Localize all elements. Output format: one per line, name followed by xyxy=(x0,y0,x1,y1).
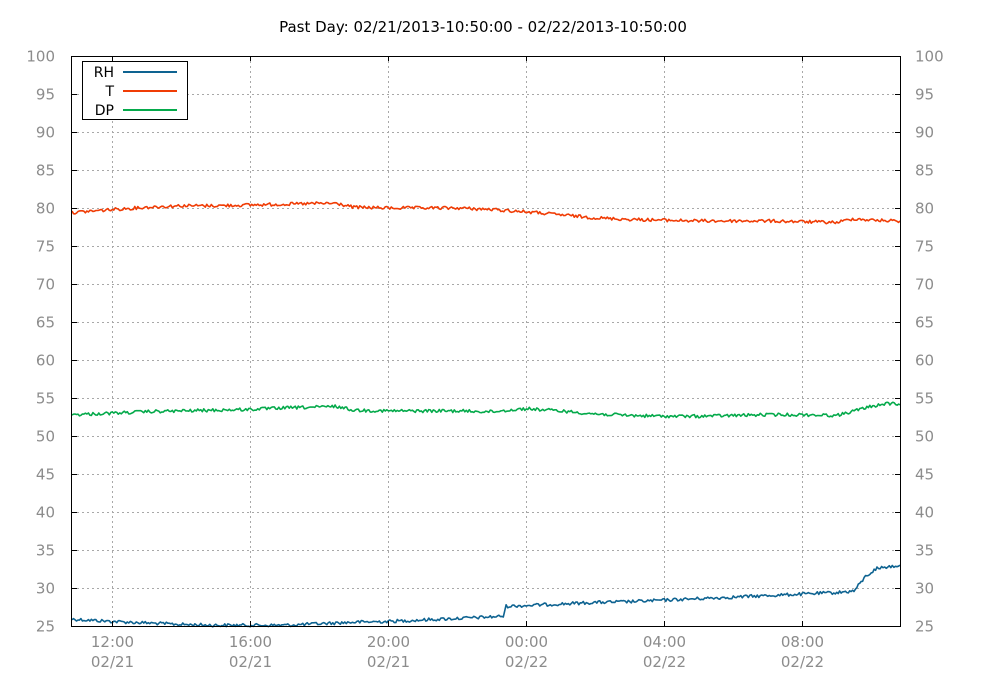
plot-frame xyxy=(71,56,901,627)
legend-label-dp: DP xyxy=(95,103,114,119)
x-tick-label-time: 08:00 xyxy=(781,633,824,651)
series-line-rh xyxy=(71,564,901,628)
y-tick-label-right: 50 xyxy=(915,428,934,446)
y-tick-label-left: 70 xyxy=(36,276,55,294)
x-tick-label-date: 02/22 xyxy=(781,653,824,671)
y-tick-label-right: 70 xyxy=(915,276,934,294)
y-tick-label-right: 100 xyxy=(915,48,944,66)
x-tick-label-time: 20:00 xyxy=(367,633,410,651)
y-tick-label-right: 55 xyxy=(915,390,934,408)
y-tick-label-left: 95 xyxy=(36,86,55,104)
y-tick-label-right: 75 xyxy=(915,238,934,256)
y-tick-label-left: 25 xyxy=(36,618,55,636)
y-tick-label-right: 35 xyxy=(915,542,934,560)
y-tick-label-left: 40 xyxy=(36,504,55,522)
y-tick-label-right: 60 xyxy=(915,352,934,370)
x-tick-label-time: 00:00 xyxy=(505,633,548,651)
x-tick-label-date: 02/22 xyxy=(505,653,548,671)
y-tick-label-right: 90 xyxy=(915,124,934,142)
y-tick-label-left: 85 xyxy=(36,162,55,180)
y-tick-label-right: 25 xyxy=(915,618,934,636)
y-tick-label-left: 45 xyxy=(36,466,55,484)
y-tick-label-left: 65 xyxy=(36,314,55,332)
chart-title: Past Day: 02/21/2013-10:50:00 - 02/22/20… xyxy=(279,18,687,36)
legend: RH T DP xyxy=(82,61,188,120)
y-tick-label-left: 30 xyxy=(36,580,55,598)
y-tick-label-left: 35 xyxy=(36,542,55,560)
y-tick-label-right: 45 xyxy=(915,466,934,484)
series-line-t xyxy=(71,201,901,225)
x-tick-label-date: 02/21 xyxy=(229,653,272,671)
y-tick-label-right: 40 xyxy=(915,504,934,522)
x-tick-label-time: 04:00 xyxy=(643,633,686,651)
y-tick-label-left: 55 xyxy=(36,390,55,408)
series-line-dp xyxy=(71,401,901,419)
y-tick-label-left: 50 xyxy=(36,428,55,446)
y-tick-label-right: 30 xyxy=(915,580,934,598)
x-tick-label-date: 02/21 xyxy=(367,653,410,671)
y-tick-label-right: 65 xyxy=(915,314,934,332)
y-tick-label-left: 100 xyxy=(26,48,55,66)
series-lines xyxy=(71,201,901,628)
legend-label-rh: RH xyxy=(94,65,114,81)
y-tick-label-right: 85 xyxy=(915,162,934,180)
grid-lines xyxy=(72,56,900,626)
y-tick-label-right: 95 xyxy=(915,86,934,104)
legend-label-t: T xyxy=(104,84,114,100)
axis-ticks: 100 100 95 95 90 90 85 85 80 80 75 75 70 70 65 65 60 60 55… xyxy=(26,48,943,672)
y-tick-label-left: 90 xyxy=(36,124,55,142)
x-tick-label-date: 02/22 xyxy=(643,653,686,671)
y-tick-label-left: 60 xyxy=(36,352,55,370)
y-tick-label-left: 80 xyxy=(36,200,55,218)
x-tick-label-time: 12:00 xyxy=(91,633,134,651)
y-tick-label-right: 80 xyxy=(915,200,934,218)
x-tick-label-date: 02/21 xyxy=(91,653,134,671)
y-tick-label-left: 75 xyxy=(36,238,55,256)
x-tick-label-time: 16:00 xyxy=(229,633,272,651)
